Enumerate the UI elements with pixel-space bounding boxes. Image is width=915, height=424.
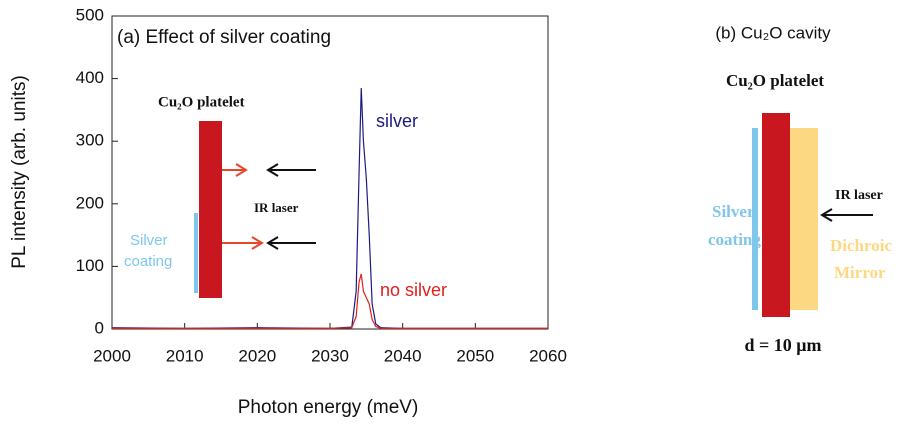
coating-label: Silver: [712, 202, 755, 221]
series-label: no silver: [380, 280, 447, 300]
arrow-head: [266, 163, 279, 177]
silver-coating: [752, 128, 758, 310]
y-tick-label: 400: [76, 68, 104, 87]
x-axis-label: Photon energy (meV): [238, 397, 419, 418]
coating-label: coating: [708, 230, 761, 249]
silver-coating: [194, 213, 198, 293]
x-tick-label: 2000: [93, 346, 131, 365]
series-line: [112, 273, 548, 329]
inset-coating-label: coating: [124, 253, 172, 270]
laser-label: IR laser: [835, 188, 883, 203]
inset-coating-label: Silver: [130, 232, 168, 249]
arrow-head: [266, 236, 279, 250]
y-tick-label: 100: [76, 256, 104, 275]
series-line: [111, 87, 548, 329]
inset-diagram: Cu₂O platelet IR laser Silver coating: [124, 94, 316, 298]
platelet: [199, 121, 222, 298]
y-tick-label: 0: [95, 318, 104, 337]
y-tick-label: 200: [76, 193, 104, 212]
mirror-label: Mirror: [834, 263, 886, 282]
dichroic-mirror: [790, 128, 818, 310]
x-tick-label: 2020: [238, 346, 276, 365]
platelet-label: Cu₂O platelet: [726, 71, 824, 90]
platelet: [762, 113, 790, 317]
y-tick-label: 500: [76, 5, 104, 24]
chart-title: (a) Effect of silver coating: [117, 27, 331, 48]
thickness-label: d = 10 μm: [745, 335, 822, 355]
x-tick-label: 2060: [529, 346, 567, 365]
inset-platelet-label: Cu₂O platelet: [158, 94, 245, 110]
x-tick-label: 2010: [166, 346, 204, 365]
mirror-label: Dichroic: [830, 236, 892, 255]
plot-frame: [111, 15, 549, 330]
x-tick-label: 2030: [311, 346, 349, 365]
panel-b: (b) Cu₂O cavity Cu₂O platelet IR laser S…: [708, 23, 892, 355]
inset-laser-label: IR laser: [254, 200, 299, 215]
y-tick-label: 300: [76, 131, 104, 150]
arrow-head: [820, 208, 833, 222]
arrow-head: [235, 163, 248, 177]
panel-b-title: (b) Cu₂O cavity: [715, 23, 831, 42]
arrow-head: [251, 236, 264, 250]
series-label: silver: [376, 111, 418, 131]
y-axis-label: PL intensity (arb. units): [9, 75, 30, 269]
x-tick-label: 2040: [384, 346, 422, 365]
x-tick-label: 2050: [456, 346, 494, 365]
